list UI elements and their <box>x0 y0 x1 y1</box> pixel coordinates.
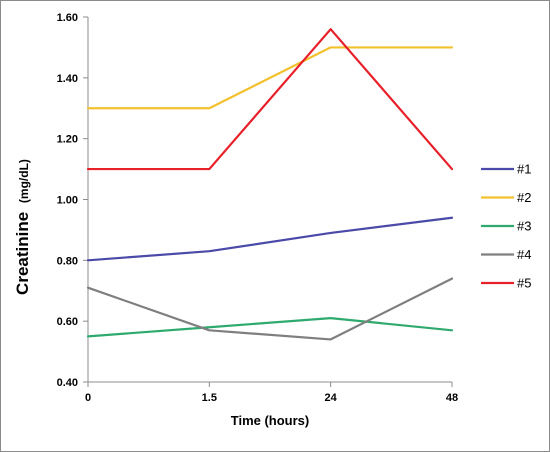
x-axis-label: Time (hours) <box>231 413 310 428</box>
legend-label-2: #2 <box>517 190 531 205</box>
tick-labels: 0.40 0.60 0.80 1.00 1.20 1.40 1.60 0 1.5 24 48 <box>57 12 459 404</box>
series-line-2 <box>86 46 454 110</box>
y-tick-label: 1.60 <box>57 12 78 24</box>
y-tick-label: 0.60 <box>57 316 78 328</box>
series-line-5 <box>86 28 454 171</box>
legend-label-1: #1 <box>517 162 531 177</box>
y-tick-label: 1.20 <box>57 134 78 146</box>
y-tick-label: 0.80 <box>57 255 78 267</box>
y-tick-label: 0.40 <box>57 377 78 389</box>
legend-label-3: #3 <box>517 219 531 234</box>
y-tick-label: 1.00 <box>57 195 78 207</box>
y-axis-label-text: Creatinine <box>13 212 32 295</box>
legend-label-4: #4 <box>517 247 531 262</box>
x-tick-label: 0 <box>85 392 91 404</box>
x-tick-label: 1.5 <box>202 392 217 404</box>
series-line-3 <box>86 317 454 338</box>
y-axis-label-unit: (mg/dL) <box>17 159 31 203</box>
y-axis-label: Creatinine (mg/dL) <box>13 159 32 295</box>
x-tick-label: 24 <box>325 392 338 404</box>
x-tick-label: 48 <box>446 392 458 404</box>
legend: #1 #2 #3 #4 #5 <box>481 162 531 291</box>
y-tick-label: 1.40 <box>57 73 78 85</box>
axes <box>83 16 453 387</box>
series-line-1 <box>86 216 454 262</box>
series-layer <box>86 28 454 341</box>
series-line-4 <box>86 277 454 341</box>
legend-label-5: #5 <box>517 276 531 291</box>
